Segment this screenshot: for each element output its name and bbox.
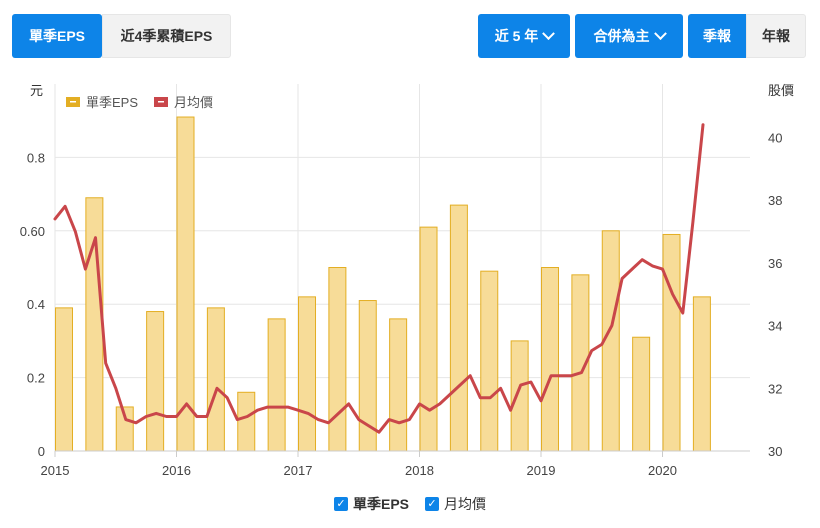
toggle-price[interactable]: ✓ 月均價 — [425, 494, 486, 514]
toggle-eps[interactable]: ✓ 單季EPS — [333, 494, 409, 514]
left-axis-label: 元 — [30, 83, 43, 98]
toggle-price-label: 月均價 — [444, 496, 486, 512]
eps-bar — [632, 336, 651, 452]
right-tick-label: 36 — [768, 256, 782, 271]
eps-bar — [55, 307, 73, 452]
left-tick-label: 0.4 — [27, 297, 45, 312]
x-tick-label: 2016 — [162, 463, 191, 478]
eps-bars — [55, 116, 711, 452]
left-tick-label: 0.60 — [20, 224, 45, 239]
x-tick-label: 2019 — [527, 463, 556, 478]
price-series-line — [53, 123, 705, 434]
left-tick-label: 0.8 — [27, 150, 45, 165]
toggle-eps-label: 單季EPS — [352, 496, 409, 512]
eps-price-chart: 0 0.2 0.4 0.60 0.8 30 32 34 36 38 40 2015 2016 2017 20… — [20, 83, 794, 478]
checkbox-checked-icon: ✓ — [425, 497, 439, 511]
price-line — [53, 123, 705, 434]
left-tick-label: 0 — [38, 444, 45, 459]
x-tick-label: 2017 — [284, 463, 313, 478]
eps-bar — [510, 340, 529, 452]
basis-label: 合併為主 — [593, 28, 650, 44]
annual-button[interactable]: 年報 — [746, 14, 806, 58]
eps-bar — [298, 296, 317, 452]
quarterly-button[interactable]: 季報 — [688, 14, 746, 58]
x-tick-label: 2020 — [648, 463, 677, 478]
tab-cumulative-eps[interactable]: 近4季累積EPS — [102, 14, 231, 58]
eps-bar — [176, 116, 195, 452]
axes: 0 0.2 0.4 0.60 0.8 30 32 34 36 38 40 2015 2016 2017 20… — [20, 130, 783, 478]
chart-legend: 單季EPS 月均價 — [66, 95, 213, 110]
eps-bar — [237, 391, 256, 452]
right-tick-label: 34 — [768, 319, 782, 334]
tab-single-eps[interactable]: 單季EPS — [12, 14, 102, 58]
eps-bar — [267, 318, 286, 452]
range-label: 近 5 年 — [494, 28, 539, 44]
checkbox-checked-icon: ✓ — [333, 497, 348, 511]
eps-bar — [85, 197, 104, 452]
x-tick-label: 2015 — [41, 463, 70, 478]
eps-bar — [389, 318, 408, 452]
legend-eps-label: 單季EPS — [86, 95, 138, 110]
eps-bar — [480, 270, 499, 452]
eps-bar — [692, 296, 711, 452]
right-tick-label: 40 — [768, 130, 782, 145]
right-tick-label: 38 — [768, 193, 782, 208]
x-tick-label: 2018 — [405, 463, 434, 478]
eps-bar — [328, 267, 347, 452]
legend-price-label: 月均價 — [174, 95, 213, 110]
right-axis-label: 股價 — [768, 83, 794, 98]
eps-bar — [206, 307, 225, 452]
eps-bar — [146, 311, 165, 452]
eps-bar — [419, 226, 438, 452]
eps-bar — [662, 233, 681, 452]
basis-dropdown[interactable]: 合併為主 — [575, 14, 683, 58]
series-toggles: ✓ 單季EPS ✓ 月均價 — [0, 494, 820, 514]
eps-bar — [541, 267, 560, 452]
right-tick-label: 30 — [768, 444, 782, 459]
eps-bar — [449, 204, 468, 452]
right-tick-label: 32 — [768, 381, 782, 396]
range-dropdown[interactable]: 近 5 年 — [478, 14, 570, 58]
left-tick-label: 0.2 — [27, 371, 45, 386]
